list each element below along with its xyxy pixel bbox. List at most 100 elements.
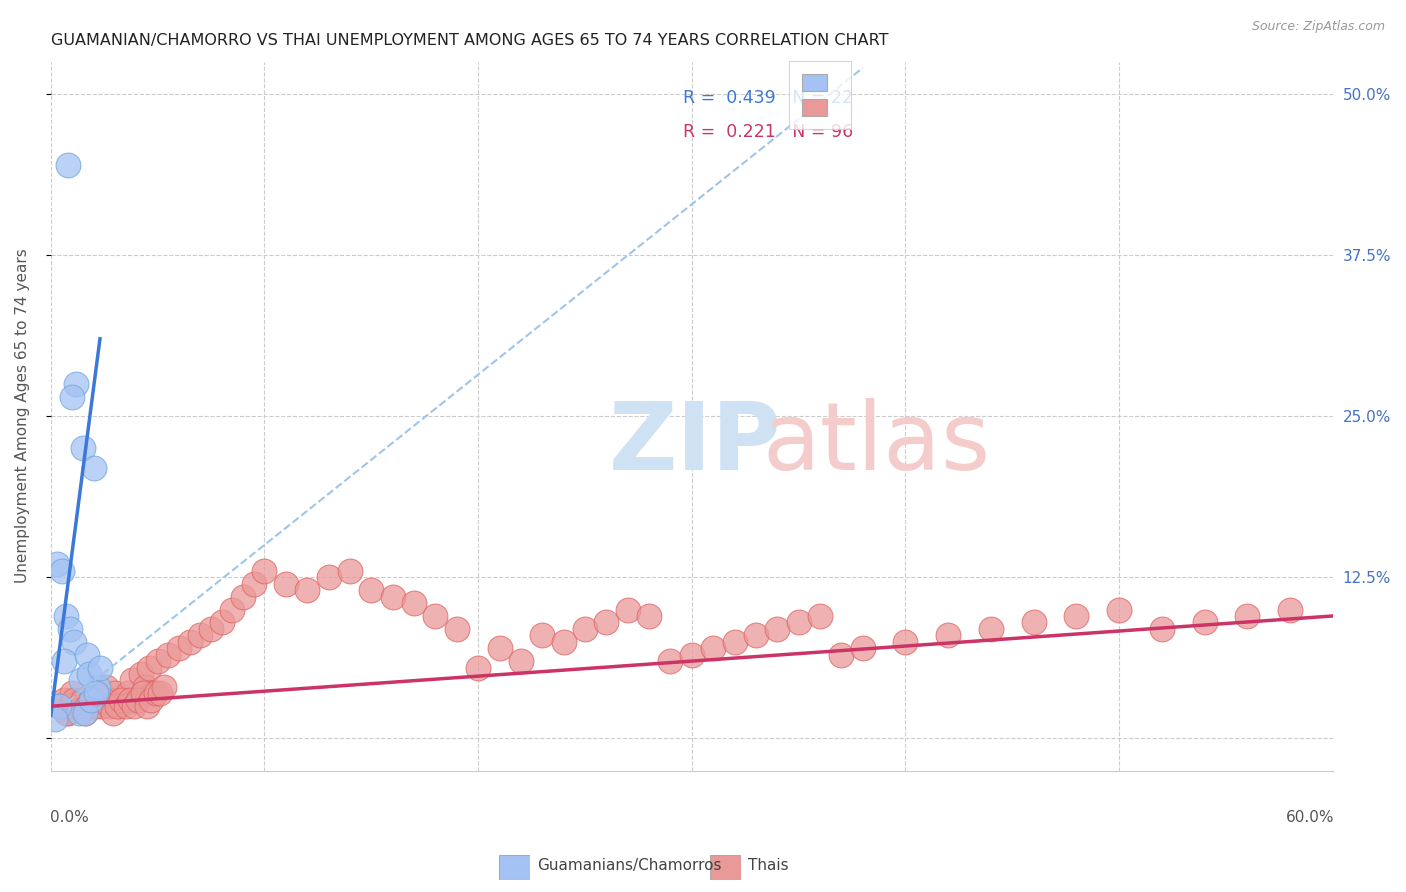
Point bbox=[467, 660, 489, 674]
Point bbox=[55, 706, 77, 720]
Point bbox=[97, 699, 120, 714]
Point bbox=[105, 699, 128, 714]
Point bbox=[84, 686, 107, 700]
Point bbox=[127, 693, 149, 707]
Point bbox=[179, 634, 201, 648]
Text: R =  0.439   N = 22: R = 0.439 N = 22 bbox=[683, 88, 853, 107]
Point bbox=[69, 693, 91, 707]
Point bbox=[142, 686, 165, 700]
Point bbox=[766, 622, 789, 636]
Point bbox=[48, 699, 70, 714]
Point bbox=[509, 654, 531, 668]
Point bbox=[659, 654, 682, 668]
Point bbox=[141, 693, 163, 707]
Point bbox=[402, 596, 425, 610]
Point bbox=[60, 686, 83, 700]
Point bbox=[830, 648, 852, 662]
Point bbox=[200, 622, 222, 636]
Point bbox=[79, 667, 101, 681]
Point bbox=[146, 654, 169, 668]
Point bbox=[89, 660, 111, 674]
Point bbox=[110, 693, 132, 707]
Point bbox=[125, 693, 148, 707]
Text: atlas: atlas bbox=[762, 399, 991, 491]
Point bbox=[87, 686, 110, 700]
Point bbox=[121, 673, 143, 688]
Point bbox=[1150, 622, 1173, 636]
Point bbox=[67, 706, 90, 720]
Point bbox=[89, 693, 111, 707]
Point bbox=[60, 390, 83, 404]
Point bbox=[232, 590, 254, 604]
Point bbox=[79, 693, 101, 707]
Point bbox=[73, 706, 96, 720]
Point bbox=[145, 686, 167, 700]
Point bbox=[108, 699, 131, 714]
Point bbox=[56, 158, 79, 172]
Point bbox=[118, 693, 141, 707]
Point bbox=[80, 693, 103, 707]
Point bbox=[149, 686, 172, 700]
Point bbox=[129, 667, 152, 681]
Point bbox=[297, 583, 319, 598]
Point bbox=[91, 699, 114, 714]
Point bbox=[702, 641, 724, 656]
Point bbox=[274, 576, 297, 591]
Point bbox=[723, 634, 745, 648]
Point bbox=[65, 699, 87, 714]
Point bbox=[852, 641, 875, 656]
Point bbox=[93, 693, 115, 707]
Legend: , : , bbox=[789, 62, 851, 128]
Point bbox=[63, 693, 86, 707]
Point bbox=[157, 648, 180, 662]
Point bbox=[446, 622, 468, 636]
Point bbox=[55, 609, 77, 624]
Point bbox=[114, 699, 136, 714]
Point bbox=[936, 628, 959, 642]
Point bbox=[616, 602, 638, 616]
Point bbox=[318, 570, 340, 584]
Point bbox=[72, 442, 94, 456]
Point bbox=[787, 615, 810, 630]
Point bbox=[69, 673, 91, 688]
Point bbox=[44, 712, 66, 726]
Point bbox=[46, 558, 69, 572]
Point bbox=[360, 583, 382, 598]
Point bbox=[488, 641, 510, 656]
Text: GUAMANIAN/CHAMORRO VS THAI UNEMPLOYMENT AMONG AGES 65 TO 74 YEARS CORRELATION CH: GUAMANIAN/CHAMORRO VS THAI UNEMPLOYMENT … bbox=[51, 33, 889, 48]
Point bbox=[553, 634, 575, 648]
Point bbox=[59, 622, 82, 636]
Point bbox=[381, 590, 404, 604]
Point bbox=[980, 622, 1002, 636]
Point bbox=[1108, 602, 1130, 616]
Point bbox=[73, 706, 96, 720]
Point bbox=[1279, 602, 1302, 616]
Point bbox=[638, 609, 661, 624]
Point bbox=[84, 699, 107, 714]
Point bbox=[136, 699, 159, 714]
Point bbox=[59, 699, 82, 714]
Point bbox=[134, 680, 156, 694]
Point bbox=[52, 693, 75, 707]
Point bbox=[221, 602, 243, 616]
Point bbox=[52, 654, 75, 668]
Point bbox=[253, 564, 276, 578]
Point bbox=[51, 564, 73, 578]
Text: Guamanians/Chamorros: Guamanians/Chamorros bbox=[537, 858, 721, 872]
Point bbox=[117, 686, 139, 700]
Point bbox=[1236, 609, 1258, 624]
Point bbox=[76, 699, 98, 714]
Point bbox=[76, 648, 98, 662]
Point bbox=[83, 460, 105, 475]
Point bbox=[531, 628, 554, 642]
Point bbox=[167, 641, 190, 656]
Point bbox=[131, 686, 153, 700]
Text: 60.0%: 60.0% bbox=[1285, 810, 1334, 825]
Point bbox=[101, 706, 124, 720]
Point bbox=[87, 680, 110, 694]
Point bbox=[112, 693, 135, 707]
Point bbox=[211, 615, 233, 630]
Point bbox=[83, 699, 105, 714]
Text: Thais: Thais bbox=[748, 858, 789, 872]
Point bbox=[425, 609, 447, 624]
